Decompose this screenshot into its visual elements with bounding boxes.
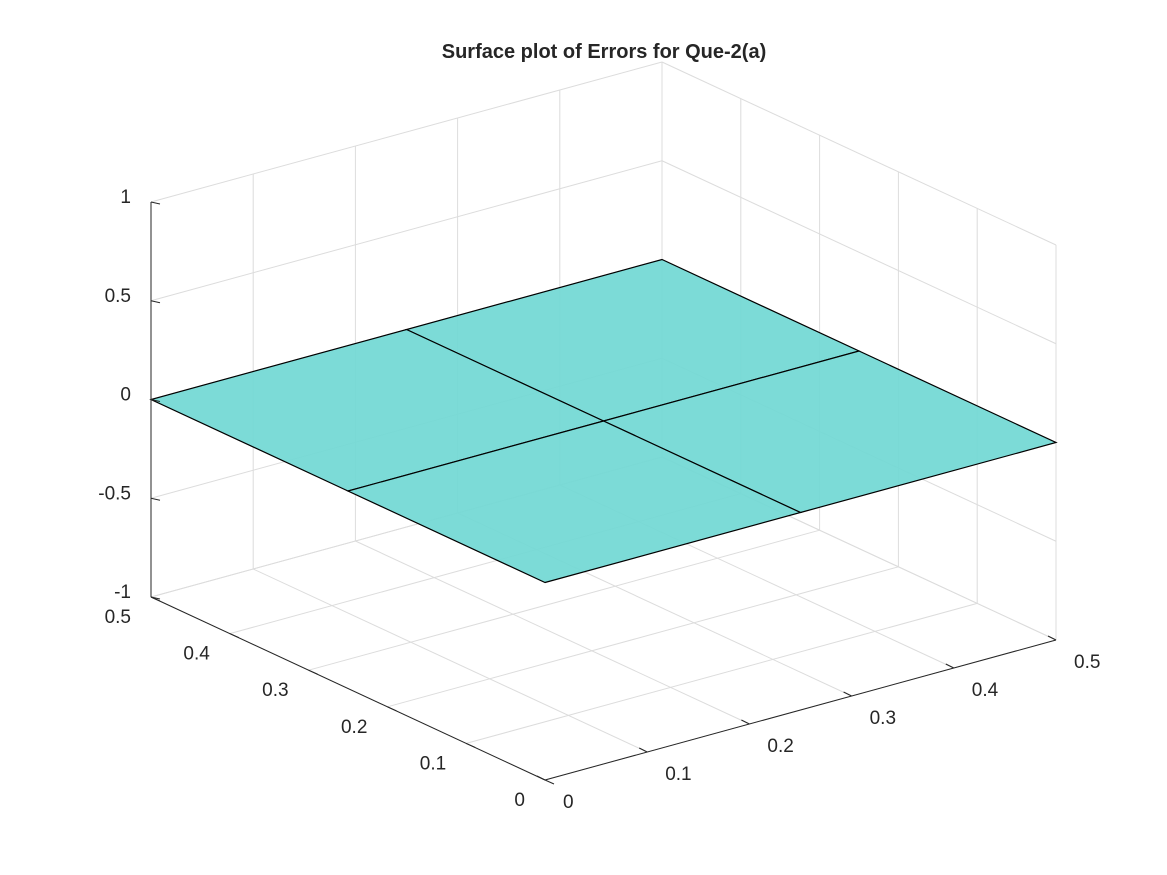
x-tick-label: 0 [563, 792, 574, 813]
y-axis-line [150, 596, 546, 781]
grid-line-floor-y [387, 566, 899, 708]
grid-line-wall-y-z [150, 61, 663, 203]
y-tick-label: 0.1 [420, 753, 446, 774]
x-axis-line [544, 639, 1057, 781]
grid-line-wall-y-z [150, 160, 663, 302]
z-tick-label: 0.5 [105, 286, 131, 307]
grid-line-wall-x-z [661, 61, 1057, 246]
grid-line-wall-x-z [661, 160, 1057, 345]
x-tick-mark [1047, 635, 1057, 641]
y-tick-mark [465, 742, 476, 748]
y-tick-mark [544, 779, 555, 785]
grid-line-floor-y [308, 529, 820, 671]
x-tick-label: 0.2 [767, 736, 793, 757]
z-tick-mark [150, 399, 161, 402]
x-tick-mark [741, 719, 750, 725]
z-tick-label: 1 [120, 187, 131, 208]
x-tick-mark [536, 775, 546, 781]
surface [149, 258, 1058, 584]
z-tick-label: -0.5 [98, 483, 131, 504]
x-tick-label: 0.5 [1074, 652, 1100, 673]
axes [150, 201, 1057, 785]
z-tick-mark [150, 201, 161, 205]
x-tick-mark [638, 747, 648, 753]
grid-line-floor-y [466, 602, 978, 744]
x-tick-label: 0.1 [665, 764, 691, 785]
chart-title: Surface plot of Errors for Que-2(a) [442, 41, 767, 63]
y-tick-mark [387, 706, 397, 712]
y-tick-label: 0.5 [105, 607, 131, 628]
surface-patch [346, 420, 803, 584]
z-tick-label: 0 [120, 385, 131, 406]
x-tick-label: 0.4 [972, 680, 999, 701]
y-tick-label: 0.4 [183, 644, 210, 665]
grid-line-floor-x [355, 540, 750, 725]
y-tick-mark [308, 669, 318, 675]
z-tick-mark [150, 300, 161, 304]
y-tick-label: 0 [514, 790, 525, 811]
y-tick-label: 0.2 [341, 717, 367, 738]
z-tick-mark [150, 497, 161, 501]
z-tick-label: -1 [114, 582, 131, 603]
grid-line-floor-x [252, 568, 648, 753]
z-tick-mark [150, 596, 161, 600]
x-tick-mark [945, 663, 955, 669]
x-tick-label: 0.3 [870, 708, 896, 729]
y-tick-mark [229, 633, 240, 639]
y-tick-label: 0.3 [262, 680, 288, 701]
tick-labels: 0 0.1 0.2 0.3 0.4 0.5 0 0.1 0.2 0.3 0.4 0.5 -1 -0.5 0 0… [98, 187, 1100, 813]
x-tick-mark [843, 691, 852, 697]
